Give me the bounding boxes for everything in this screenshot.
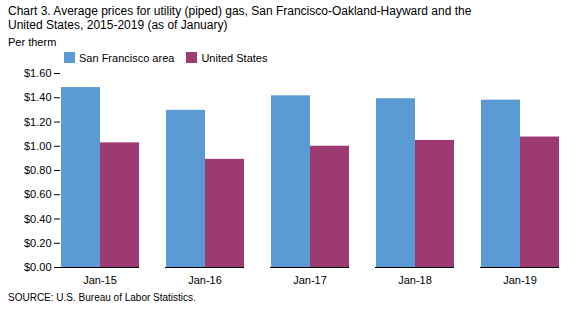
html-text:United States: United States [201, 52, 268, 64]
svg-text:$1.40: $1.40 [24, 91, 52, 103]
svg-text:Jan-15: Jan-15 [83, 274, 117, 286]
svg-text:$0.40: $0.40 [24, 213, 52, 225]
html-text:Chart 3. Average prices for ut: Chart 3. Average prices for utility (pip… [8, 4, 472, 18]
svg-text:$1.20: $1.20 [24, 116, 52, 128]
svg-text:Jan-18: Jan-18 [398, 274, 432, 286]
svg-text:$0.20: $0.20 [24, 237, 52, 249]
svg-text:$1.60: $1.60 [24, 67, 52, 79]
html-text:United States, 2015-2019 (as o: United States, 2015-2019 (as of January) [8, 18, 228, 32]
svg-text:Jan-17: Jan-17 [293, 274, 327, 286]
svg-text:$0.00: $0.00 [24, 261, 52, 273]
html-text:San Francisco area: San Francisco area [79, 52, 175, 64]
svg-text:$1.00: $1.00 [24, 140, 52, 152]
svg-text:$0.80: $0.80 [24, 164, 52, 176]
svg-text:Jan-19: Jan-19 [503, 274, 537, 286]
svg-text:$0.60: $0.60 [24, 188, 52, 200]
svg-text:Jan-16: Jan-16 [188, 274, 222, 286]
html-text:Per therm: Per therm [8, 36, 57, 48]
html-text:SOURCE: U.S. Bureau of Labor S: SOURCE: U.S. Bureau of Labor Statistics. [8, 292, 196, 303]
